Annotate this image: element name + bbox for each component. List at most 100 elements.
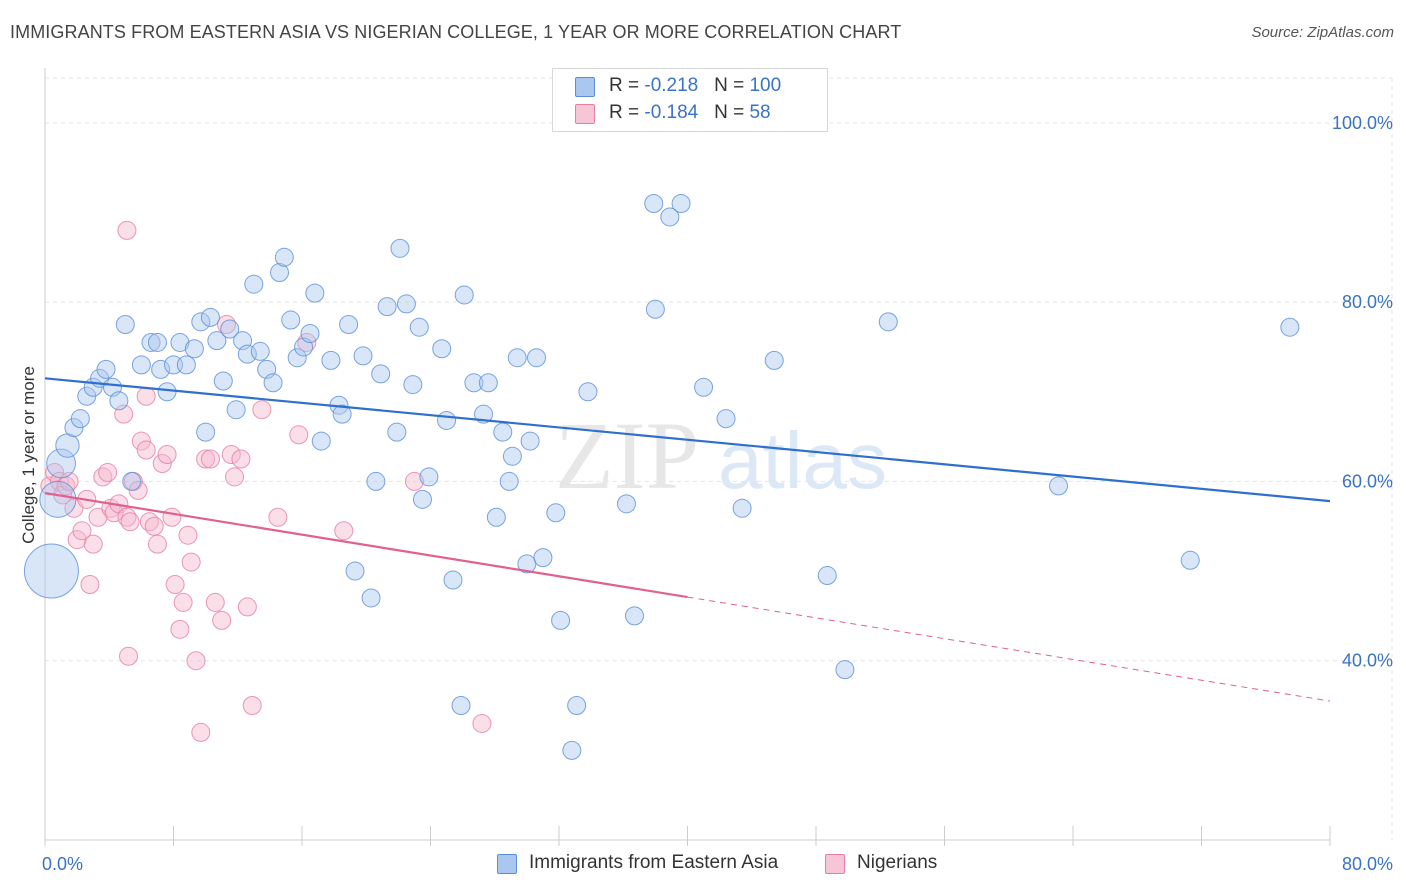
point-eastern-asia-55 — [390, 238, 410, 258]
legend-row-eastern-asia: R = -0.218 N = 100 — [575, 75, 781, 99]
point-eastern-asia-77 — [533, 548, 553, 568]
legend-r-label: R = — [609, 75, 645, 96]
point-eastern-asia-58 — [409, 317, 429, 337]
legend-swatch-pink — [825, 854, 845, 874]
point-eastern-asia-37 — [274, 247, 294, 267]
point-eastern-asia-36 — [270, 263, 290, 283]
legend-text-nigerians: R = -0.184 N = 58 — [609, 102, 771, 124]
point-eastern-asia-29 — [226, 400, 246, 420]
legend-r-value: -0.218 — [644, 75, 699, 96]
legend-n-label: N = — [714, 102, 750, 123]
point-eastern-asia-21 — [176, 355, 196, 375]
trend-line-0 — [44, 377, 1331, 503]
point-eastern-asia-44 — [321, 350, 341, 370]
point-nigerians-35 — [181, 552, 201, 572]
point-eastern-asia-33 — [250, 341, 270, 361]
legend-text-eastern-asia: R = -0.218 N = 100 — [609, 75, 781, 97]
legend-swatch-blue — [575, 77, 595, 97]
point-nigerians-28 — [152, 453, 172, 473]
point-nigerians-57 — [136, 386, 156, 406]
point-eastern-asia-81 — [578, 382, 598, 402]
point-eastern-asia-39 — [287, 348, 307, 368]
y-axis-label: College, 1 year or more — [19, 366, 38, 544]
point-nigerians-53 — [404, 471, 424, 491]
legend-gap — [698, 102, 714, 123]
point-eastern-asia-69 — [486, 507, 506, 527]
point-nigerians-50 — [289, 425, 309, 445]
point-nigerians-14 — [98, 462, 118, 482]
point-nigerians-52 — [334, 521, 354, 541]
point-nigerians-41 — [212, 610, 232, 630]
point-nigerians-48 — [252, 400, 272, 420]
legend-swatch-blue — [497, 854, 517, 874]
point-eastern-asia-56 — [396, 294, 416, 314]
legend-label-nigerians: Nigerians — [857, 852, 938, 873]
point-eastern-asia-11 — [109, 391, 129, 411]
point-eastern-asia-5 — [70, 409, 90, 429]
point-eastern-asia-59 — [412, 489, 432, 509]
point-eastern-asia-91 — [732, 498, 752, 518]
point-eastern-asia-65 — [454, 285, 474, 305]
point-nigerians-30 — [162, 507, 182, 527]
trend-lines — [44, 377, 1331, 702]
y-tick-label-1: 80.0% — [1342, 292, 1393, 312]
legend-n-value: 58 — [749, 102, 771, 123]
point-eastern-asia-98 — [1280, 317, 1300, 337]
legend-gap — [698, 75, 714, 96]
point-nigerians-10 — [80, 575, 100, 595]
point-nigerians-38 — [196, 449, 216, 469]
point-eastern-asia-80 — [567, 696, 587, 716]
legend-r-label: R = — [609, 102, 645, 123]
point-nigerians-11 — [83, 534, 103, 554]
point-nigerians-39 — [200, 449, 220, 469]
point-eastern-asia-85 — [644, 194, 664, 214]
x-tick-label-max: 80.0% — [1342, 854, 1393, 874]
point-eastern-asia-38 — [281, 310, 301, 330]
point-eastern-asia-3 — [55, 433, 80, 458]
point-eastern-asia-92 — [764, 350, 784, 370]
point-eastern-asia-90 — [716, 409, 736, 429]
point-eastern-asia-95 — [878, 312, 898, 332]
point-eastern-asia-43 — [311, 431, 331, 451]
series-eastern-asia — [23, 194, 1300, 760]
tick-labels: 100.0% 80.0% 60.0% 40.0% 0.0% 80.0% — [42, 113, 1393, 874]
trend-line-1 — [44, 491, 688, 599]
point-nigerians-31 — [165, 575, 185, 595]
point-eastern-asia-48 — [345, 561, 365, 581]
point-eastern-asia-2 — [46, 448, 76, 479]
point-nigerians-27 — [147, 534, 167, 554]
point-nigerians-49 — [268, 507, 288, 527]
point-eastern-asia-52 — [371, 364, 391, 384]
point-nigerians-26 — [144, 516, 164, 536]
x-tick-label-min: 0.0% — [42, 854, 83, 874]
point-eastern-asia-13 — [122, 471, 142, 491]
point-eastern-asia-66 — [464, 373, 484, 393]
point-eastern-asia-49 — [353, 346, 373, 366]
point-eastern-asia-24 — [196, 422, 216, 442]
point-nigerians-43 — [221, 445, 241, 465]
point-nigerians-34 — [178, 525, 198, 545]
point-eastern-asia-54 — [387, 422, 407, 442]
point-eastern-asia-84 — [624, 606, 644, 626]
point-eastern-asia-73 — [507, 348, 527, 368]
point-nigerians-54 — [472, 713, 492, 733]
point-nigerians-46 — [237, 597, 257, 617]
point-nigerians-23 — [131, 431, 151, 451]
point-nigerians-29 — [157, 445, 177, 465]
point-eastern-asia-35 — [263, 373, 283, 393]
point-eastern-asia-53 — [377, 297, 397, 317]
point-nigerians-40 — [205, 592, 225, 612]
point-nigerians-47 — [242, 696, 262, 716]
y-tick-label-2: 60.0% — [1342, 471, 1393, 491]
point-nigerians-8 — [72, 521, 92, 541]
point-eastern-asia-78 — [546, 503, 566, 523]
point-eastern-asia-22 — [184, 339, 204, 359]
point-eastern-asia-12 — [115, 315, 135, 335]
point-eastern-asia-18 — [157, 382, 177, 402]
legend-label-eastern-asia: Immigrants from Eastern Asia — [529, 852, 779, 873]
point-eastern-asia-96 — [1049, 476, 1069, 496]
point-eastern-asia-62 — [437, 410, 457, 430]
trend-line-extension-1 — [687, 596, 1331, 702]
point-eastern-asia-63 — [443, 570, 463, 590]
